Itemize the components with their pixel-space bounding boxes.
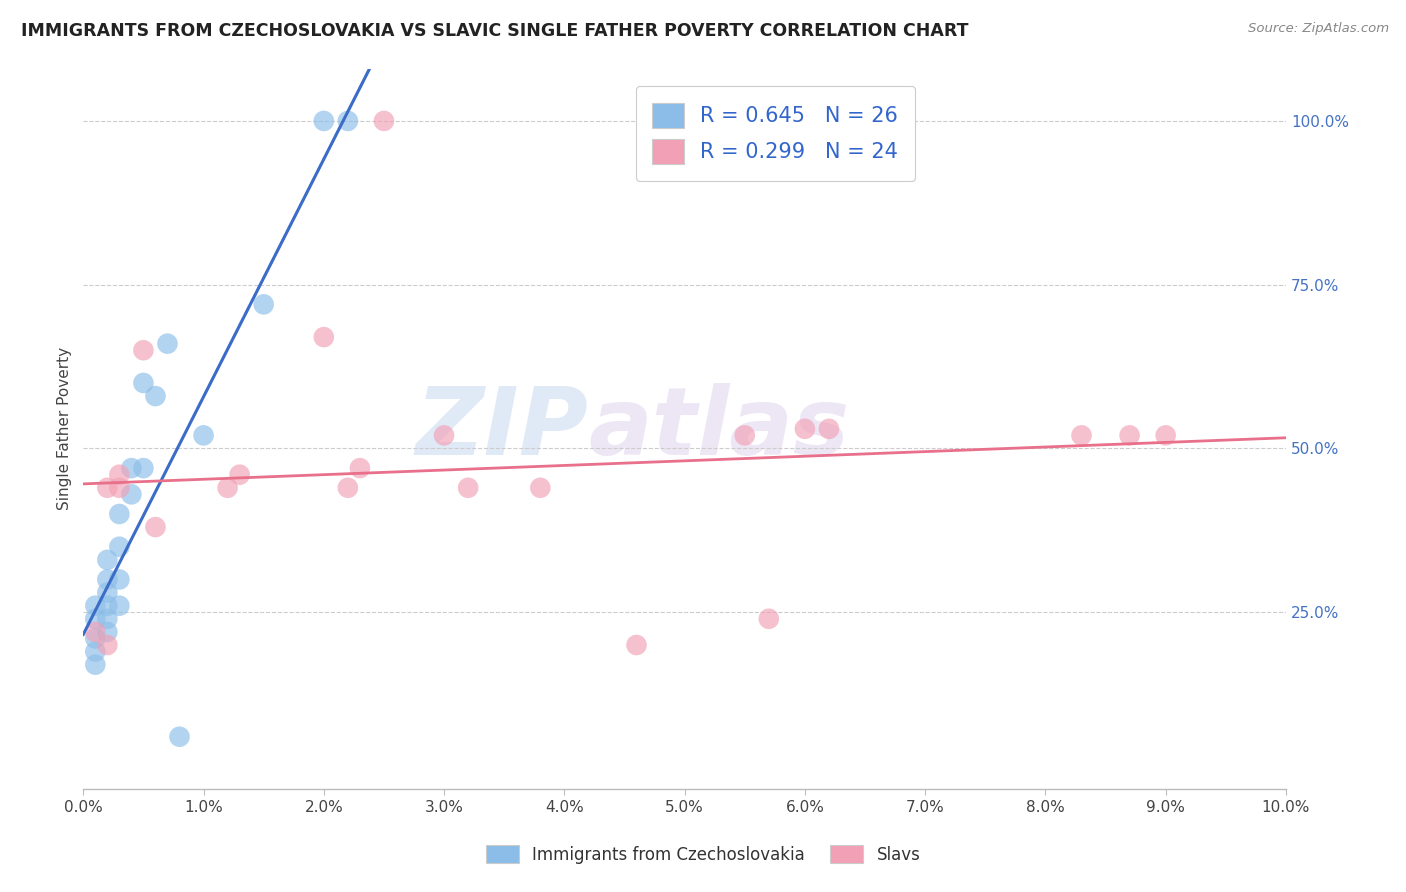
Text: Source: ZipAtlas.com: Source: ZipAtlas.com — [1249, 22, 1389, 36]
Point — [818, 422, 841, 436]
Point — [96, 612, 118, 626]
Point — [84, 632, 107, 646]
Point — [433, 428, 456, 442]
Point — [373, 114, 395, 128]
Point — [1154, 428, 1177, 442]
Point — [96, 638, 118, 652]
Point — [312, 330, 335, 344]
Point — [529, 481, 551, 495]
Point — [217, 481, 239, 495]
Point — [132, 461, 155, 475]
Point — [96, 481, 118, 495]
Point — [96, 599, 118, 613]
Point — [84, 657, 107, 672]
Point — [84, 624, 107, 639]
Point — [169, 730, 191, 744]
Point — [120, 487, 142, 501]
Point — [457, 481, 479, 495]
Legend: Immigrants from Czechoslovakia, Slavs: Immigrants from Czechoslovakia, Slavs — [479, 838, 927, 871]
Point — [108, 573, 131, 587]
Point — [84, 599, 107, 613]
Point — [108, 599, 131, 613]
Point — [96, 624, 118, 639]
Point — [108, 481, 131, 495]
Point — [1070, 428, 1092, 442]
Point — [312, 114, 335, 128]
Point — [84, 644, 107, 658]
Point — [145, 520, 167, 534]
Point — [132, 376, 155, 390]
Point — [120, 461, 142, 475]
Point — [96, 553, 118, 567]
Point — [84, 612, 107, 626]
Point — [349, 461, 371, 475]
Text: ZIP: ZIP — [416, 383, 589, 475]
Point — [108, 507, 131, 521]
Point — [228, 467, 250, 482]
Legend: R = 0.645   N = 26, R = 0.299   N = 24: R = 0.645 N = 26, R = 0.299 N = 24 — [636, 87, 915, 181]
Point — [1118, 428, 1140, 442]
Point — [108, 467, 131, 482]
Point — [734, 428, 756, 442]
Point — [626, 638, 648, 652]
Point — [193, 428, 215, 442]
Text: IMMIGRANTS FROM CZECHOSLOVAKIA VS SLAVIC SINGLE FATHER POVERTY CORRELATION CHART: IMMIGRANTS FROM CZECHOSLOVAKIA VS SLAVIC… — [21, 22, 969, 40]
Point — [108, 540, 131, 554]
Point — [758, 612, 780, 626]
Point — [793, 422, 815, 436]
Point — [253, 297, 276, 311]
Point — [336, 114, 359, 128]
Point — [156, 336, 179, 351]
Point — [96, 573, 118, 587]
Text: atlas: atlas — [589, 383, 849, 475]
Y-axis label: Single Father Poverty: Single Father Poverty — [58, 347, 72, 510]
Point — [132, 343, 155, 358]
Point — [145, 389, 167, 403]
Point — [96, 585, 118, 599]
Point — [336, 481, 359, 495]
